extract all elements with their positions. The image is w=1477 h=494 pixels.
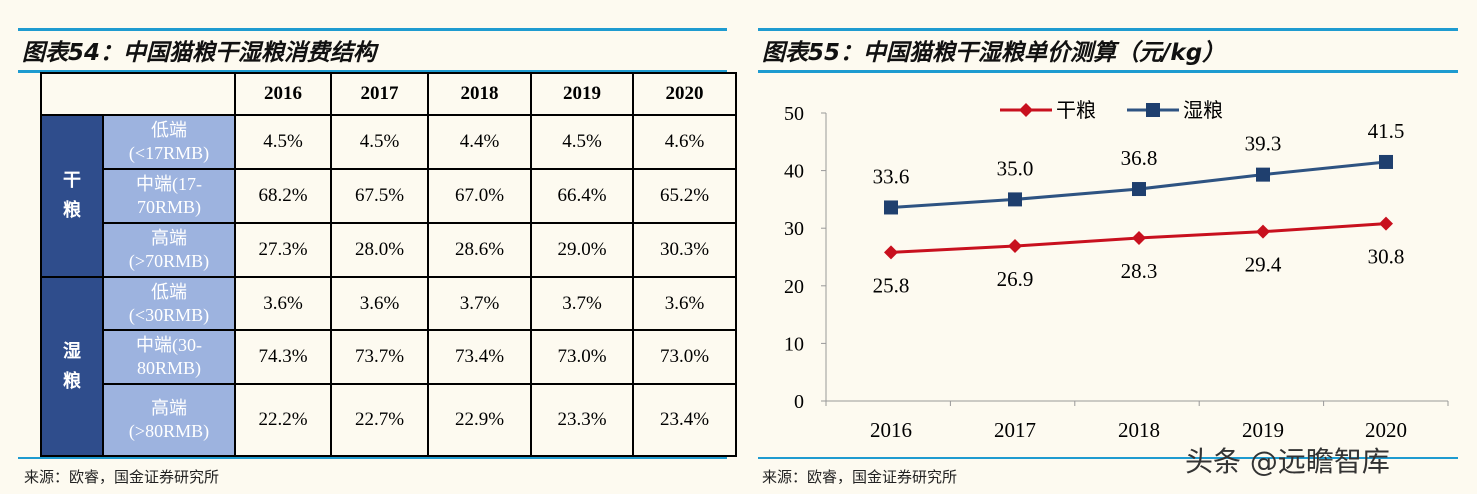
legend-label: 干粮 <box>1056 99 1096 122</box>
share-cell: 3.6% <box>632 276 737 331</box>
divider <box>18 28 727 31</box>
tier-label: 高端 (>80RMB) <box>102 383 236 457</box>
point-marker <box>1256 224 1270 239</box>
right-source: 来源：欧睿，国金证券研究所 <box>762 468 958 486</box>
share-cell: 22.2% <box>234 383 332 457</box>
y-tick-label: 0 <box>794 391 804 413</box>
divider <box>18 457 727 459</box>
share-cell: 29.0% <box>530 222 634 278</box>
point-marker <box>1008 239 1022 254</box>
share-cell: 66.4% <box>530 168 634 224</box>
share-cell: 73.0% <box>632 329 737 385</box>
divider <box>758 457 1458 459</box>
data-label: 35.0 <box>997 156 1034 180</box>
consumption-table: 2016 2017 2018 2019 2020 干 粮低端 (<17RMB) 4.5% 4.… <box>40 72 737 457</box>
year-header: 2020 <box>632 72 737 116</box>
data-label: 26.9 <box>997 267 1034 291</box>
share-cell: 4.5% <box>530 114 634 170</box>
year-header: 2016 <box>234 72 332 116</box>
share-cell: 28.0% <box>330 222 429 278</box>
corner-cell <box>40 72 236 116</box>
share-cell: 22.7% <box>330 383 429 457</box>
x-tick-label: 2017 <box>994 418 1036 442</box>
x-tick-label: 2019 <box>1242 418 1284 442</box>
group-label: 干 粮 <box>40 114 104 278</box>
share-cell: 23.3% <box>530 383 634 457</box>
divider <box>18 70 727 73</box>
share-cell: 74.3% <box>234 329 332 385</box>
legend-marker <box>1146 103 1160 117</box>
point-marker <box>884 245 898 260</box>
data-label: 33.6 <box>873 164 910 188</box>
share-cell: 4.4% <box>427 114 532 170</box>
tier-label: 中端(30- 80RMB) <box>102 329 236 385</box>
data-label: 29.4 <box>1245 253 1282 277</box>
share-cell: 22.9% <box>427 383 532 457</box>
point-marker <box>1256 167 1270 182</box>
year-header: 2017 <box>330 72 429 116</box>
tier-label: 低端 (<30RMB) <box>102 276 236 331</box>
left-source: 来源：欧睿，国金证券研究所 <box>24 468 220 486</box>
share-cell: 73.7% <box>330 329 429 385</box>
divider <box>758 70 1458 73</box>
point-marker <box>1132 182 1146 197</box>
y-tick-label: 10 <box>784 333 804 355</box>
share-cell: 67.0% <box>427 168 532 224</box>
point-marker <box>1379 216 1393 231</box>
share-cell: 4.5% <box>234 114 332 170</box>
year-header: 2019 <box>530 72 634 116</box>
right-title: 图表55：中国猫粮干湿粮单价测算（元/kg） <box>762 40 1226 66</box>
share-cell: 65.2% <box>632 168 737 224</box>
point-marker <box>1008 192 1022 207</box>
watermark: 头条 @远瞻智库 <box>1185 445 1390 478</box>
tier-label: 高端 (>70RMB) <box>102 222 236 278</box>
y-tick-label: 50 <box>784 103 804 125</box>
share-cell: 3.7% <box>427 276 532 331</box>
share-cell: 73.0% <box>530 329 634 385</box>
year-header: 2018 <box>427 72 532 116</box>
y-tick-label: 20 <box>784 276 804 298</box>
share-cell: 23.4% <box>632 383 737 457</box>
data-label: 36.8 <box>1121 146 1158 170</box>
share-cell: 30.3% <box>632 222 737 278</box>
x-tick-label: 2018 <box>1118 418 1160 442</box>
share-cell: 4.6% <box>632 114 737 170</box>
data-label: 41.5 <box>1368 119 1405 143</box>
share-cell: 68.2% <box>234 168 332 224</box>
share-cell: 73.4% <box>427 329 532 385</box>
share-cell: 27.3% <box>234 222 332 278</box>
divider <box>758 28 1458 31</box>
y-tick-label: 40 <box>784 161 804 183</box>
point-marker <box>884 200 898 215</box>
left-title: 图表54：中国猫粮干湿粮消费结构 <box>22 40 377 66</box>
share-cell: 4.5% <box>330 114 429 170</box>
data-label: 30.8 <box>1368 245 1405 269</box>
group-label: 湿 粮 <box>40 276 104 457</box>
x-tick-label: 2016 <box>870 418 912 442</box>
x-tick-label: 2020 <box>1365 418 1407 442</box>
share-cell: 3.7% <box>530 276 634 331</box>
tier-label: 中端(17- 70RMB) <box>102 168 236 224</box>
tier-label: 低端 (<17RMB) <box>102 114 236 170</box>
data-label: 28.3 <box>1121 259 1158 283</box>
share-cell: 28.6% <box>427 222 532 278</box>
legend-label: 湿粮 <box>1183 99 1223 122</box>
share-cell: 3.6% <box>234 276 332 331</box>
share-cell: 67.5% <box>330 168 429 224</box>
point-marker <box>1132 230 1146 245</box>
legend-marker <box>1019 103 1033 117</box>
data-label: 25.8 <box>873 273 910 297</box>
y-tick-label: 30 <box>784 218 804 240</box>
data-label: 39.3 <box>1245 132 1282 156</box>
point-marker <box>1379 154 1393 169</box>
share-cell: 3.6% <box>330 276 429 331</box>
